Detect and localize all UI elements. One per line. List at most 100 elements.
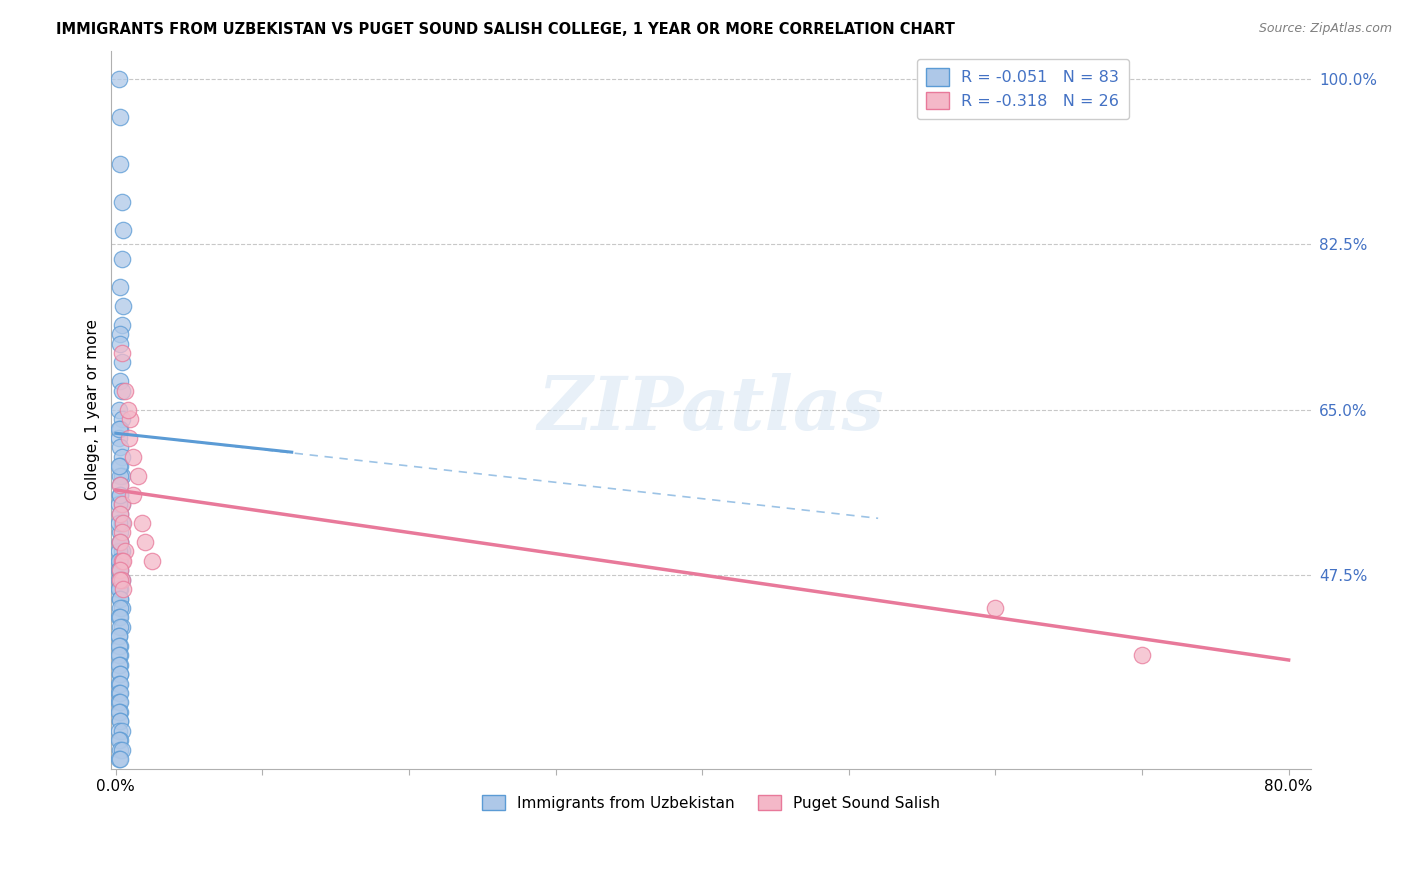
Point — [107, 544, 129, 558]
Text: Source: ZipAtlas.com: Source: ZipAtlas.com — [1258, 22, 1392, 36]
Point — [108, 468, 131, 483]
Point — [111, 194, 134, 209]
Point — [108, 280, 131, 294]
Text: IMMIGRANTS FROM UZBEKISTAN VS PUGET SOUND SALISH COLLEGE, 1 YEAR OR MORE CORRELA: IMMIGRANTS FROM UZBEKISTAN VS PUGET SOUN… — [56, 22, 955, 37]
Point — [131, 516, 153, 530]
Point — [107, 733, 129, 747]
Point — [111, 601, 134, 615]
Point — [107, 431, 129, 445]
Point — [108, 554, 131, 568]
Point — [134, 535, 156, 549]
Point — [107, 610, 129, 624]
Point — [108, 478, 131, 492]
Point — [107, 582, 129, 596]
Point — [111, 252, 134, 266]
Point — [112, 516, 135, 530]
Point — [107, 686, 129, 700]
Point — [107, 554, 129, 568]
Point — [107, 676, 129, 690]
Point — [111, 573, 134, 587]
Point — [111, 525, 134, 540]
Point — [108, 714, 131, 729]
Point — [108, 601, 131, 615]
Point — [112, 582, 135, 596]
Point — [108, 441, 131, 455]
Point — [111, 497, 134, 511]
Point — [111, 384, 134, 398]
Point — [108, 714, 131, 729]
Point — [108, 573, 131, 587]
Point — [111, 497, 134, 511]
Text: ZIPatlas: ZIPatlas — [537, 374, 884, 446]
Point — [112, 299, 135, 313]
Point — [111, 544, 134, 558]
Point — [108, 667, 131, 681]
Legend: Immigrants from Uzbekistan, Puget Sound Salish: Immigrants from Uzbekistan, Puget Sound … — [477, 789, 946, 817]
Point — [108, 507, 131, 521]
Point — [111, 355, 134, 369]
Point — [108, 157, 131, 171]
Point — [107, 696, 129, 710]
Point — [107, 629, 129, 643]
Point — [111, 620, 134, 634]
Point — [108, 488, 131, 502]
Point — [108, 478, 131, 492]
Point — [111, 554, 134, 568]
Point — [108, 336, 131, 351]
Point — [107, 497, 129, 511]
Point — [108, 591, 131, 606]
Point — [108, 743, 131, 757]
Point — [107, 752, 129, 766]
Point — [107, 648, 129, 663]
Point — [122, 488, 145, 502]
Point — [112, 554, 135, 568]
Point — [111, 743, 134, 757]
Point — [108, 676, 131, 690]
Point — [108, 639, 131, 653]
Point — [108, 535, 131, 549]
Point — [107, 421, 129, 435]
Point — [108, 610, 131, 624]
Point — [111, 516, 134, 530]
Point — [108, 667, 131, 681]
Point — [108, 459, 131, 474]
Point — [111, 450, 134, 464]
Point — [111, 468, 134, 483]
Point — [114, 384, 136, 398]
Point — [107, 723, 129, 738]
Point — [111, 318, 134, 332]
Point — [107, 705, 129, 719]
Point — [108, 582, 131, 596]
Point — [1130, 648, 1153, 663]
Point — [107, 657, 129, 672]
Point — [111, 723, 134, 738]
Point — [107, 72, 129, 87]
Point — [108, 507, 131, 521]
Point — [112, 223, 135, 237]
Point — [107, 639, 129, 653]
Point — [108, 535, 131, 549]
Point — [108, 648, 131, 663]
Point — [107, 629, 129, 643]
Point — [108, 705, 131, 719]
Point — [108, 525, 131, 540]
Point — [114, 544, 136, 558]
Point — [108, 563, 131, 577]
Point — [108, 620, 131, 634]
Point — [127, 468, 149, 483]
Point — [108, 421, 131, 435]
Point — [108, 563, 131, 577]
Point — [111, 573, 134, 587]
Y-axis label: College, 1 year or more: College, 1 year or more — [86, 319, 100, 500]
Point — [108, 573, 131, 587]
Point — [108, 686, 131, 700]
Point — [108, 327, 131, 342]
Point — [108, 657, 131, 672]
Point — [141, 554, 163, 568]
Point — [122, 450, 145, 464]
Point — [120, 412, 142, 426]
Point — [111, 412, 134, 426]
Point — [108, 535, 131, 549]
Point — [107, 402, 129, 417]
Point — [107, 516, 129, 530]
